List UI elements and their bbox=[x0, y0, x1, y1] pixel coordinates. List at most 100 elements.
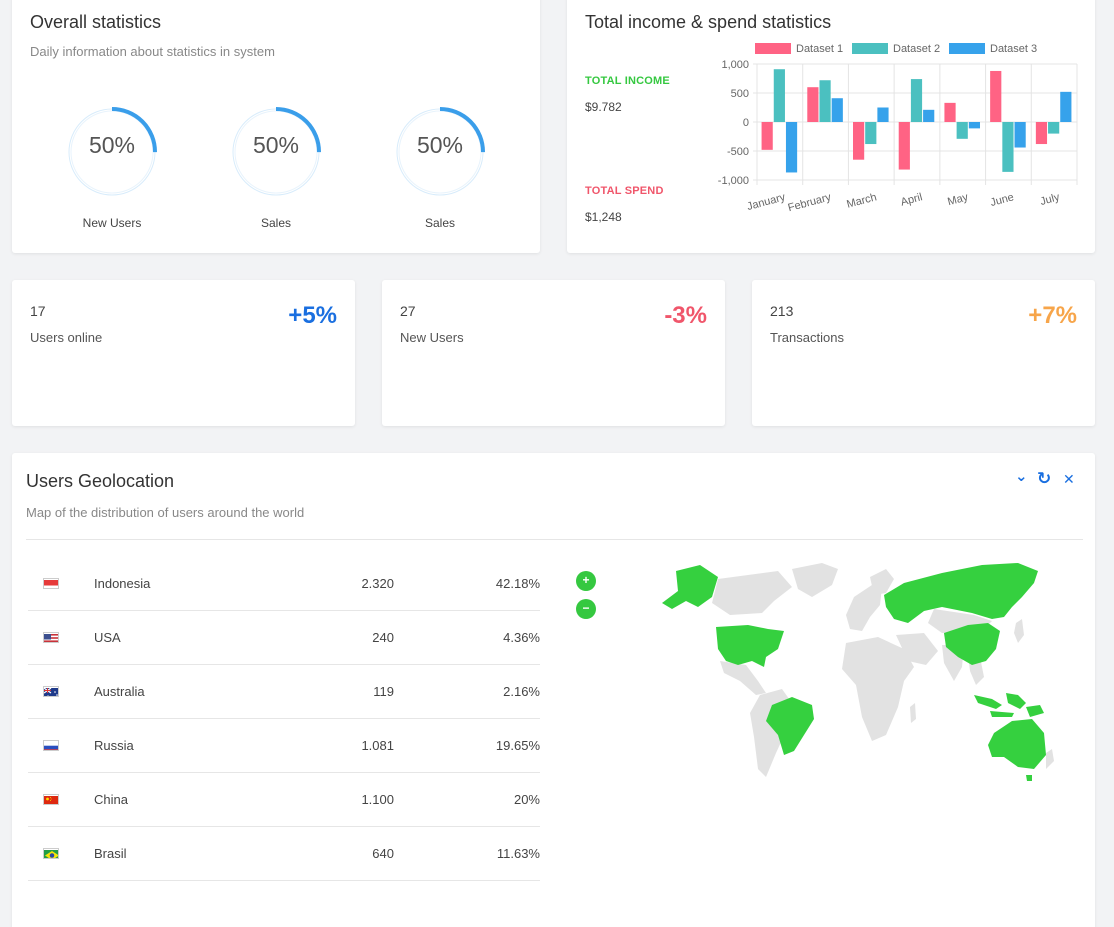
gauge-new-users: 50% New Users bbox=[62, 102, 162, 230]
x-tick-label: January bbox=[746, 191, 787, 213]
chart-bars bbox=[761, 69, 1072, 173]
user-percent: 19.65% bbox=[495, 738, 540, 753]
y-tick-label: 0 bbox=[743, 117, 749, 129]
bar bbox=[1014, 122, 1026, 148]
y-tick-label: -1,000 bbox=[718, 175, 749, 187]
table-row: China 1.100 20% bbox=[28, 773, 540, 827]
bar bbox=[990, 70, 1002, 122]
x-tick-label: April bbox=[899, 191, 923, 208]
kpi-change: +7% bbox=[1028, 302, 1077, 329]
kpi-number: 17 bbox=[30, 303, 46, 319]
bar bbox=[1035, 122, 1048, 145]
bar bbox=[956, 122, 968, 139]
gauge-sales-2: 50% Sales bbox=[390, 102, 490, 230]
user-percent: 11.63% bbox=[496, 846, 540, 861]
brazil-flag-icon bbox=[43, 848, 59, 859]
kpi-label: New Users bbox=[400, 330, 464, 345]
y-tick-label: -500 bbox=[727, 146, 749, 158]
bar bbox=[761, 122, 773, 150]
gauge-value: 50% bbox=[252, 132, 300, 158]
country-name: Russia bbox=[94, 738, 134, 753]
kpi-label: Transactions bbox=[770, 330, 844, 345]
kpi-label: Users online bbox=[30, 330, 103, 345]
income-spend-bar-chart: Dataset 1 Dataset 2 Dataset 3 1,000 500 0 -50… bbox=[718, 43, 1078, 214]
overall-statistics-card: Overall statistics Daily information abo… bbox=[12, 0, 540, 253]
bar bbox=[910, 79, 923, 122]
gauge-ring bbox=[231, 107, 321, 197]
gauge-ring bbox=[67, 107, 157, 197]
x-tick-label: May bbox=[946, 191, 970, 208]
bar bbox=[968, 122, 980, 129]
legend-swatch bbox=[852, 43, 888, 54]
gauge-sales-1: 50% Sales bbox=[226, 102, 326, 230]
user-percent: 4.36% bbox=[503, 630, 540, 645]
legend-label: Dataset 2 bbox=[893, 43, 940, 55]
kpi-card-transactions: 213 Transactions +7% bbox=[752, 280, 1095, 426]
table-row: Russia 1.081 19.65% bbox=[28, 719, 540, 773]
y-tick-label: 1,000 bbox=[721, 59, 749, 71]
bar bbox=[853, 122, 865, 160]
chart-y-ticks: 1,000 500 0 -500 -1,000 bbox=[718, 59, 749, 187]
table-row: Indonesia 2.320 42.18% bbox=[28, 557, 540, 611]
australia-flag-icon bbox=[43, 686, 59, 697]
bar bbox=[865, 122, 877, 145]
refresh-icon[interactable]: ↻ bbox=[1037, 469, 1052, 488]
total-spend-value: $1,248 bbox=[585, 210, 622, 224]
country-name: China bbox=[94, 792, 128, 807]
total-income-value: $9.782 bbox=[585, 100, 622, 114]
chart-legend: Dataset 1 Dataset 2 Dataset 3 bbox=[755, 43, 1037, 55]
bar bbox=[831, 98, 843, 122]
legend-label: Dataset 1 bbox=[796, 43, 843, 55]
bar bbox=[819, 80, 831, 122]
gauge-value: 50% bbox=[416, 132, 464, 158]
russia-flag-icon bbox=[43, 740, 59, 751]
overall-statistics-subtitle: Daily information about statistics in sy… bbox=[30, 44, 275, 59]
close-icon[interactable]: ✕ bbox=[1063, 471, 1075, 487]
country-name: USA bbox=[94, 630, 121, 645]
table-row: USA 240 4.36% bbox=[28, 611, 540, 665]
bar bbox=[898, 122, 910, 170]
kpi-change: +5% bbox=[288, 302, 337, 329]
gauge-arc bbox=[67, 107, 157, 197]
gauge-value: 50% bbox=[88, 132, 136, 158]
geolocation-subtitle: Map of the distribution of users around … bbox=[26, 505, 305, 520]
legend-swatch bbox=[755, 43, 791, 54]
world-map[interactable] bbox=[642, 557, 1062, 797]
overall-statistics-title: Overall statistics bbox=[30, 12, 162, 32]
header-divider bbox=[26, 539, 1083, 540]
kpi-card-new-users: 27 New Users -3% bbox=[382, 280, 725, 426]
total-income-label: TOTAL INCOME bbox=[585, 75, 670, 87]
kpi-change: -3% bbox=[664, 302, 707, 329]
income-spend-card: Total income & spend statistics TOTAL IN… bbox=[567, 0, 1095, 253]
bar bbox=[785, 122, 798, 173]
gauge-label: Sales bbox=[260, 216, 292, 230]
country-name: Australia bbox=[94, 684, 145, 699]
country-name: Indonesia bbox=[94, 576, 151, 591]
gauge-label: Sales bbox=[424, 216, 456, 230]
user-count: 240 bbox=[372, 630, 394, 645]
legend-label: Dataset 3 bbox=[990, 43, 1037, 55]
user-percent: 20% bbox=[513, 792, 540, 807]
kpi-number: 213 bbox=[770, 303, 794, 319]
collapse-chevron-icon[interactable]: ⌄ bbox=[1015, 468, 1028, 485]
user-percent: 42.18% bbox=[495, 576, 540, 591]
indonesia-flag-icon bbox=[43, 578, 59, 589]
x-tick-label: February bbox=[787, 191, 833, 214]
total-spend-label: TOTAL SPEND bbox=[585, 185, 664, 197]
user-count: 1.100 bbox=[361, 792, 394, 807]
income-spend-title: Total income & spend statistics bbox=[585, 12, 832, 32]
user-count: 1.081 bbox=[361, 738, 394, 753]
bar bbox=[1002, 122, 1014, 172]
geolocation-title: Users Geolocation bbox=[26, 471, 175, 491]
map-zoom-out-button[interactable]: − bbox=[576, 599, 596, 619]
user-count: 640 bbox=[372, 846, 394, 861]
bar bbox=[923, 109, 935, 122]
gauge-label: New Users bbox=[82, 216, 142, 230]
map-zoom-in-button[interactable]: + bbox=[576, 571, 596, 591]
bar bbox=[807, 87, 819, 122]
table-row: Brasil 640 11.63% bbox=[28, 827, 540, 881]
kpi-number: 27 bbox=[400, 303, 416, 319]
table-row: Australia 119 2.16% bbox=[28, 665, 540, 719]
bar bbox=[1048, 122, 1060, 134]
chart-x-ticks: January February March April May June July bbox=[746, 191, 1062, 214]
